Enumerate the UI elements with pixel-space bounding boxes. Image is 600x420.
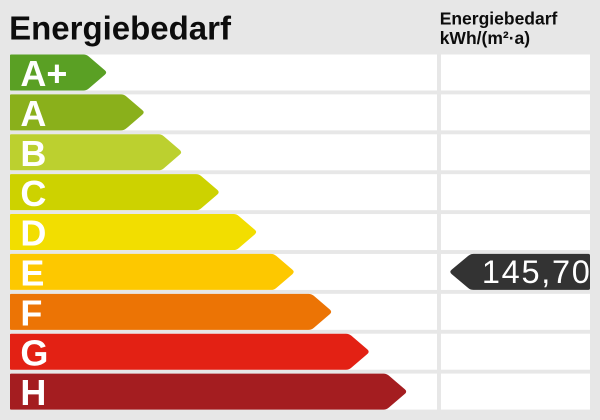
svg-text:E: E [20,253,44,294]
svg-text:145,70: 145,70 [482,254,592,290]
svg-text:C: C [20,173,46,214]
svg-text:A+: A+ [20,53,67,94]
svg-text:H: H [20,372,46,413]
svg-text:G: G [20,332,48,373]
svg-text:Energiebedarf: Energiebedarf [440,9,558,29]
svg-text:B: B [20,133,46,174]
svg-text:D: D [20,213,46,254]
svg-text:A: A [20,93,46,134]
svg-text:kWh/(m²·a): kWh/(m²·a) [440,28,530,48]
svg-text:F: F [20,292,42,333]
svg-text:Energiebedarf: Energiebedarf [9,9,232,46]
